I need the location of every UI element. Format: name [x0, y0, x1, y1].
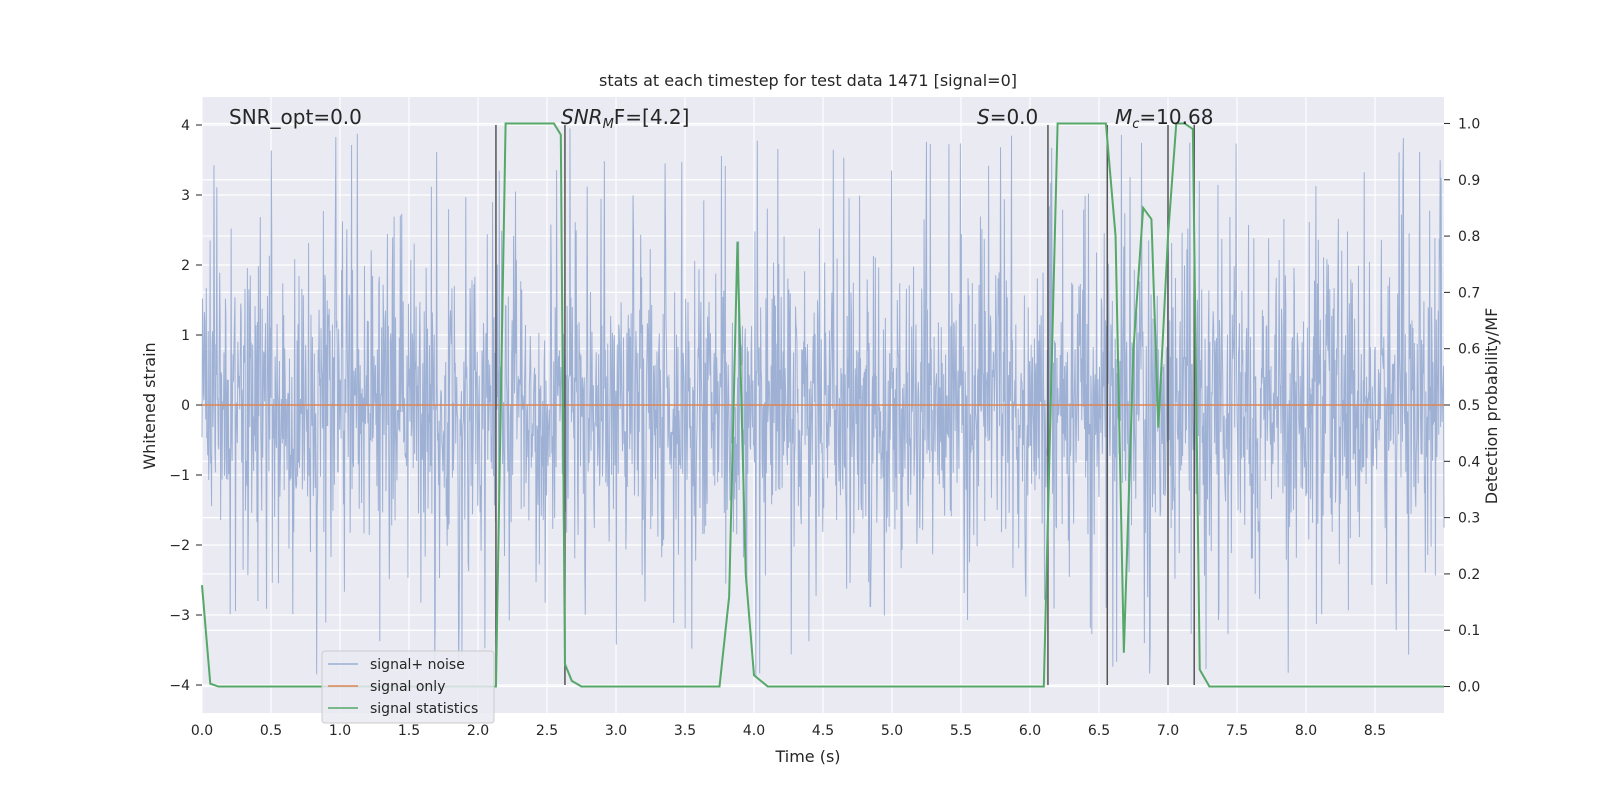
x-tick-label: 4.5	[812, 723, 834, 739]
y2-tick-label: 0.4	[1458, 454, 1480, 470]
x-tick-label: 7.0	[1157, 723, 1179, 739]
y-tick-label: 2	[181, 258, 190, 274]
y2-tick-label: 0.3	[1458, 511, 1480, 527]
annotation-snr-opt: SNR_opt=0.0	[229, 105, 362, 129]
y2-tick-label: 1.0	[1458, 116, 1480, 132]
x-tick-label: 8.5	[1364, 723, 1386, 739]
statistics-line	[201, 122, 1444, 688]
legend-label-signal-only: signal only	[370, 679, 445, 695]
chart-title: stats at each timestep for test data 147…	[599, 71, 1017, 90]
x-tick-label: 0.0	[191, 723, 213, 739]
y2-tick-label: 0.2	[1458, 567, 1480, 583]
y-tick-label: −3	[169, 608, 190, 624]
y2-tick-label: 0.8	[1458, 229, 1480, 245]
annotation-mc: Mc=10.68	[1115, 105, 1213, 132]
y2-tick-labels: 1.0 0.9 0.8 0.7 0.6 0.5 0.4 0.3 0.2 0.1 0.0	[1444, 116, 1480, 696]
x-tick-label: 3.0	[605, 723, 627, 739]
y2-tick-label: 0.1	[1458, 623, 1480, 639]
y-tick-labels: 4 3 2 1 0 −1 −2 −3 −4	[169, 118, 202, 694]
legend-label-statistics: signal statistics	[370, 701, 478, 717]
x-tick-label: 1.5	[398, 723, 420, 739]
y-tick-label: −1	[169, 468, 190, 484]
x-axis-label: Time (s)	[774, 747, 840, 766]
y2-tick-label: 0.5	[1458, 398, 1480, 414]
x-tick-label: 4.0	[743, 723, 765, 739]
y-tick-label: 0	[181, 398, 190, 414]
x-tick-label: 2.0	[467, 723, 489, 739]
y2-tick-label: 0.6	[1458, 342, 1480, 358]
annotation-s: S=0.0	[977, 105, 1038, 129]
x-tick-label: 5.5	[950, 723, 972, 739]
x-tick-label: 7.5	[1226, 723, 1248, 739]
x-tick-label: 2.5	[536, 723, 558, 739]
x-tick-label: 8.0	[1295, 723, 1317, 739]
legend-label-noise: signal+ noise	[370, 657, 465, 673]
annotation-snr-mf: SNRMF=[4.2]	[561, 105, 689, 132]
x-tick-label: 6.5	[1088, 723, 1110, 739]
noise-trace	[201, 128, 1445, 677]
y-tick-label: 1	[181, 328, 190, 344]
legend: signal+ noise signal only signal statist…	[321, 650, 495, 724]
y-tick-label: −4	[169, 678, 190, 694]
x-tick-label: 1.0	[329, 723, 351, 739]
y2-tick-label: 0.0	[1458, 680, 1480, 696]
x-tick-label: 0.5	[260, 723, 282, 739]
y-axis-label: Whitened strain	[140, 342, 159, 469]
y2-tick-label: 0.7	[1458, 285, 1480, 301]
y-tick-label: 4	[181, 118, 190, 134]
y-tick-label: 3	[181, 188, 190, 204]
y2-axis-label: Detection probability/MF	[1482, 308, 1501, 505]
x-tick-label: 3.5	[674, 723, 696, 739]
signal-statistics-series	[201, 122, 1444, 688]
x-tick-label: 5.0	[881, 723, 903, 739]
x-tick-label: 6.0	[1019, 723, 1041, 739]
x-tick-labels: 0.0 0.5 1.0 1.5 2.0 2.5 3.0 3.5 4.0 4.5 5.0 5.5 6.0 6…	[191, 723, 1386, 739]
noise-series	[201, 128, 1445, 677]
y2-tick-label: 0.9	[1458, 173, 1480, 189]
y-tick-label: −2	[169, 538, 190, 554]
